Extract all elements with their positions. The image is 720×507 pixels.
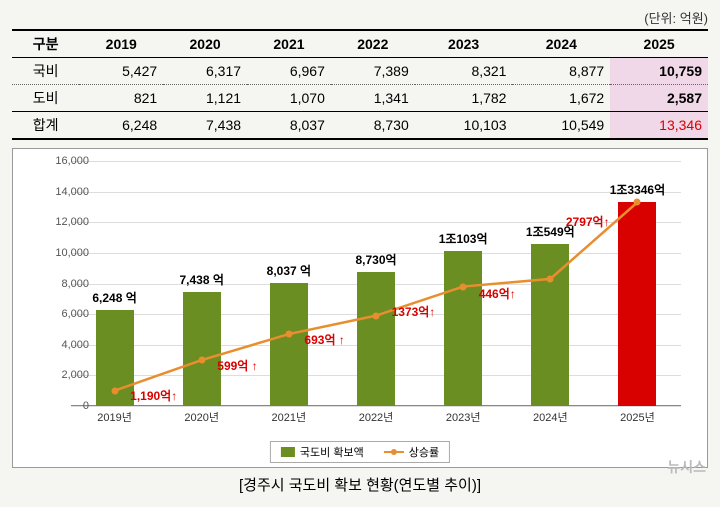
- line-marker: [373, 312, 380, 319]
- cell: 10,103: [415, 112, 513, 140]
- legend-line-swatch: [384, 451, 404, 453]
- cell: 6,317: [163, 58, 247, 85]
- watermark: 뉴시스: [667, 457, 706, 477]
- col-2024: 2024: [512, 30, 610, 58]
- row-national: 국비 5,427 6,317 6,967 7,389 8,321 8,877 1…: [12, 58, 708, 85]
- trend-line: [71, 161, 681, 406]
- cell: 7,389: [331, 58, 415, 85]
- delta-label: 2797억↑: [566, 213, 610, 230]
- cell: 1,672: [512, 85, 610, 112]
- legend-bar: 국도비 확보액: [281, 444, 364, 460]
- x-tick-label: 2023년: [446, 409, 481, 425]
- col-label: 구분: [12, 30, 79, 58]
- cell-highlight-total: 13,346: [610, 112, 708, 140]
- cell: 1,121: [163, 85, 247, 112]
- cell: 821: [79, 85, 163, 112]
- cell: 8,877: [512, 58, 610, 85]
- line-marker: [111, 387, 118, 394]
- cell: 10,549: [512, 112, 610, 140]
- legend-line: 상승률: [384, 444, 439, 460]
- cell-label: 합계: [12, 112, 79, 140]
- y-tick-label: 14,000: [55, 186, 89, 198]
- cell: 7,438: [163, 112, 247, 140]
- delta-label: 1373억↑: [392, 303, 436, 320]
- cell: 6,967: [247, 58, 331, 85]
- budget-chart: 6,248 억7,438 억8,037 억8,730억1조103억1조549억1…: [12, 148, 708, 468]
- delta-label: 599억 ↑: [217, 357, 257, 374]
- col-2023: 2023: [415, 30, 513, 58]
- cell-highlight: 10,759: [610, 58, 708, 85]
- table-header-row: 구분 2019 2020 2021 2022 2023 2024 2025: [12, 30, 708, 58]
- line-marker: [198, 357, 205, 364]
- delta-label: 446억↑: [479, 285, 516, 302]
- col-2020: 2020: [163, 30, 247, 58]
- cell: 1,341: [331, 85, 415, 112]
- x-tick-label: 2021년: [272, 409, 307, 425]
- line-marker: [285, 331, 292, 338]
- legend-bar-label: 국도비 확보액: [300, 444, 364, 460]
- col-2022: 2022: [331, 30, 415, 58]
- y-tick-label: 0: [83, 400, 89, 412]
- col-2019: 2019: [79, 30, 163, 58]
- y-tick-label: 2,000: [61, 369, 89, 381]
- row-total: 합계 6,248 7,438 8,037 8,730 10,103 10,549…: [12, 112, 708, 140]
- chart-caption: [경주시 국도비 확보 현황(연도별 추이)]: [12, 474, 708, 495]
- legend-bar-swatch: [281, 447, 295, 457]
- cell: 1,782: [415, 85, 513, 112]
- row-provincial: 도비 821 1,121 1,070 1,341 1,782 1,672 2,5…: [12, 85, 708, 112]
- line-marker: [547, 275, 554, 282]
- col-2021: 2021: [247, 30, 331, 58]
- y-tick-label: 4,000: [61, 339, 89, 351]
- budget-table: 구분 2019 2020 2021 2022 2023 2024 2025 국비…: [12, 29, 708, 140]
- cell: 8,730: [331, 112, 415, 140]
- unit-label: (단위: 억원): [12, 8, 708, 27]
- x-tick-label: 2025년: [620, 409, 655, 425]
- y-tick-label: 16,000: [55, 155, 89, 167]
- cell-label: 국비: [12, 58, 79, 85]
- cell-highlight: 2,587: [610, 85, 708, 112]
- cell: 8,321: [415, 58, 513, 85]
- line-marker: [460, 283, 467, 290]
- gridline: [71, 406, 681, 407]
- delta-label: 1,190억↑: [130, 387, 177, 404]
- x-tick-label: 2019년: [97, 409, 132, 425]
- cell: 5,427: [79, 58, 163, 85]
- y-tick-label: 12,000: [55, 216, 89, 228]
- legend-line-label: 상승률: [409, 444, 439, 460]
- plot-area: 6,248 억7,438 억8,037 억8,730억1조103억1조549억1…: [71, 161, 681, 406]
- x-tick-label: 2022년: [359, 409, 394, 425]
- cell: 8,037: [247, 112, 331, 140]
- y-tick-label: 10,000: [55, 247, 89, 259]
- cell: 1,070: [247, 85, 331, 112]
- y-tick-label: 8,000: [61, 278, 89, 290]
- x-tick-label: 2024년: [533, 409, 568, 425]
- col-2025: 2025: [610, 30, 708, 58]
- line-marker: [634, 199, 641, 206]
- cell-label: 도비: [12, 85, 79, 112]
- x-tick-label: 2020년: [184, 409, 219, 425]
- delta-label: 693억 ↑: [304, 331, 344, 348]
- chart-legend: 국도비 확보액 상승률: [270, 441, 450, 463]
- y-tick-label: 6,000: [61, 308, 89, 320]
- cell: 6,248: [79, 112, 163, 140]
